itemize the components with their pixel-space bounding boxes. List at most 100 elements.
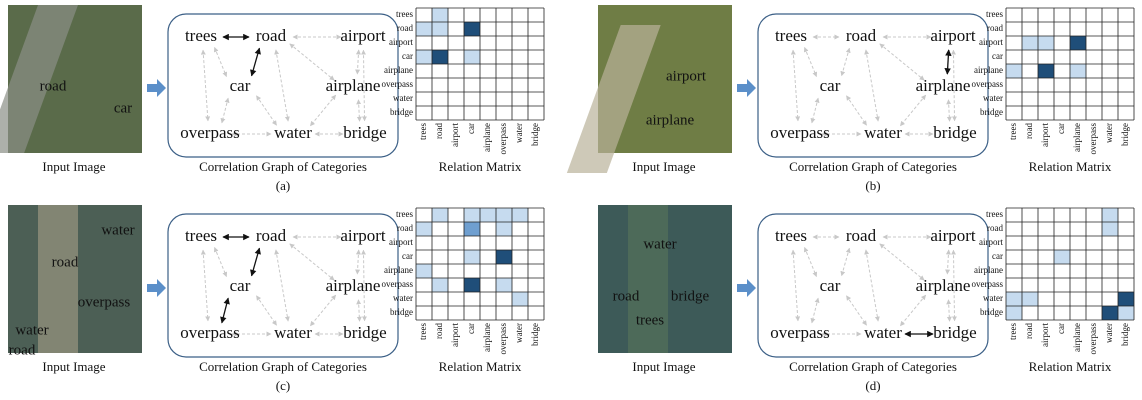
matrix-column-label: car	[466, 123, 476, 134]
matrix-row-label: bridge	[980, 307, 1003, 317]
candidate-edge	[290, 44, 334, 80]
matrix-row-label: airport	[389, 237, 413, 247]
image-feature	[628, 205, 668, 353]
panel-label: (b)	[865, 178, 880, 193]
matrix-row-label: car	[402, 51, 413, 61]
graph-node: overpass	[770, 323, 829, 342]
candidate-edge	[357, 50, 358, 74]
image-label: airport	[666, 68, 707, 84]
matrix-cell	[464, 50, 480, 64]
matrix-cell	[1102, 222, 1118, 236]
relation-edge	[252, 48, 260, 76]
candidate-edge	[793, 250, 798, 321]
matrix-cell	[1006, 64, 1022, 78]
input-image: waterroadwateroverpassroad	[8, 205, 142, 358]
matrix-row-label: car	[992, 51, 1003, 61]
candidate-edge	[256, 96, 276, 125]
graph-node: car	[820, 76, 841, 95]
candidate-edge	[358, 100, 359, 121]
graph-node: overpass	[180, 323, 239, 342]
graph-node: overpass	[180, 123, 239, 142]
candidate-edge	[880, 44, 924, 80]
matrix-cell	[1038, 64, 1054, 78]
matrix-column-label: water	[514, 323, 524, 343]
matrix-column-label: airplane	[1072, 323, 1082, 352]
graph-caption: Correlation Graph of Categories	[199, 359, 367, 374]
image-label: water	[15, 322, 48, 338]
matrix-row-label: overpass	[972, 79, 1004, 89]
matrix-cell	[1118, 306, 1134, 320]
matrix-row-label: water	[983, 93, 1003, 103]
matrix-row-label: airplane	[974, 265, 1003, 275]
matrix-column-label: airplane	[1072, 123, 1082, 152]
candidate-edge	[846, 96, 866, 125]
matrix-cell	[1006, 292, 1022, 306]
matrix-column-label: car	[466, 323, 476, 334]
matrix-column-label: trees	[418, 123, 428, 140]
graph-caption: Correlation Graph of Categories	[789, 159, 957, 174]
graph-caption: Correlation Graph of Categories	[199, 159, 367, 174]
matrix-column-label: road	[1024, 123, 1034, 139]
graph-node: trees	[185, 226, 217, 245]
candidate-edge	[290, 244, 334, 280]
image-label: trees	[636, 312, 664, 328]
image-caption: Input Image	[42, 159, 105, 174]
graph-node: car	[230, 276, 251, 295]
matrix-row-label: overpass	[382, 279, 414, 289]
candidate-edge	[846, 296, 866, 325]
matrix-row-label: water	[393, 293, 413, 303]
matrix-row-label: bridge	[390, 107, 413, 117]
image-label: overpass	[78, 294, 131, 310]
matrix-cell	[464, 250, 480, 264]
matrix-column-label: trees	[418, 323, 428, 340]
candidate-edge	[948, 300, 949, 321]
graph-node: bridge	[933, 323, 976, 342]
matrix-row-label: road	[987, 23, 1003, 33]
image-caption: Input Image	[42, 359, 105, 374]
matrix-column-label: airport	[1040, 323, 1050, 347]
graph-caption: Correlation Graph of Categories	[789, 359, 957, 374]
matrix-column-label: airport	[1040, 123, 1050, 147]
relation-edge	[252, 248, 260, 276]
graph-node: water	[864, 123, 902, 142]
candidate-edge	[310, 295, 335, 326]
graph-node: car	[230, 76, 251, 95]
flow-arrow	[737, 79, 756, 97]
matrix-row-label: bridge	[390, 307, 413, 317]
image-label: car	[114, 100, 132, 116]
candidate-edge	[310, 95, 335, 126]
relation-edge	[222, 298, 228, 323]
panel-label: (a)	[276, 178, 290, 193]
candidate-edge	[880, 244, 924, 280]
matrix-cell	[1102, 208, 1118, 222]
matrix-column-label: overpass	[498, 323, 508, 355]
matrix-row-label: airplane	[384, 265, 413, 275]
graph-node: car	[820, 276, 841, 295]
candidate-edge	[805, 47, 817, 76]
image-label: water	[643, 236, 676, 252]
candidate-edge	[276, 50, 288, 121]
candidate-edge	[842, 48, 850, 76]
matrix-caption: Relation Matrix	[1029, 359, 1112, 374]
matrix-row-label: airport	[389, 37, 413, 47]
candidate-edge	[215, 247, 227, 276]
matrix-row-label: trees	[986, 9, 1003, 19]
graph-node: airport	[340, 26, 386, 45]
matrix-cell	[464, 208, 480, 222]
matrix-cell	[432, 278, 448, 292]
matrix-column-label: overpass	[1088, 323, 1098, 355]
matrix-cell	[496, 278, 512, 292]
image-label: water	[101, 222, 134, 238]
image-label: bridge	[671, 288, 710, 304]
candidate-edge	[947, 250, 948, 274]
matrix-cell	[464, 22, 480, 36]
candidate-edge	[900, 295, 925, 326]
image-label: road	[52, 254, 79, 270]
matrix-cell	[512, 292, 528, 306]
matrix-column-label: road	[434, 323, 444, 339]
matrix-column-label: airport	[450, 323, 460, 347]
matrix-cell	[512, 208, 528, 222]
matrix-cell	[1102, 306, 1118, 320]
matrix-column-label: airport	[450, 123, 460, 147]
image-caption: Input Image	[632, 359, 695, 374]
